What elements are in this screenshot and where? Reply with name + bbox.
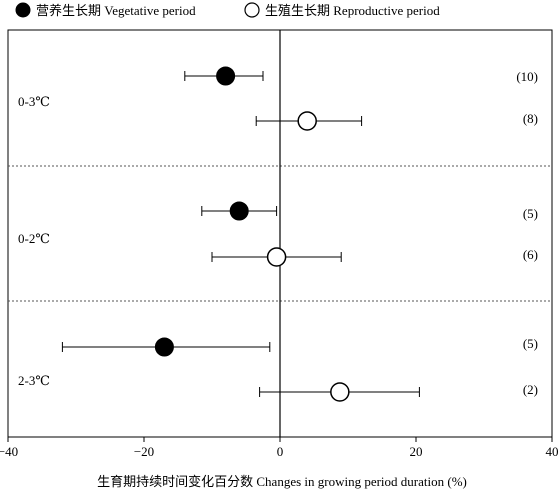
point-vegetative xyxy=(154,337,174,357)
legend-label-vegetative: 营养生长期 Vegetative period xyxy=(36,3,196,18)
data-marks: (10) (8) (5) (6) (5) (2) xyxy=(61,66,538,402)
x-tick-label: 20 xyxy=(410,444,423,459)
legend-marker-vegetative xyxy=(15,2,31,18)
x-tick-label: −40 xyxy=(0,444,18,459)
sample-size-label: (6) xyxy=(523,247,538,262)
sample-size-label: (8) xyxy=(523,111,538,126)
sample-size-label: (5) xyxy=(523,206,538,221)
sample-size-label: (5) xyxy=(523,336,538,351)
x-tick-label: −20 xyxy=(134,444,154,459)
group-label-2-3: 2-3℃ xyxy=(18,373,50,388)
sample-size-label: (10) xyxy=(516,69,538,84)
point-reproductive xyxy=(266,247,287,267)
point-vegetative xyxy=(229,201,249,221)
group-label-0-3: 0-3℃ xyxy=(18,94,50,109)
x-axis: −40 −20 0 20 40 xyxy=(0,437,559,459)
sample-size-label: (2) xyxy=(523,382,538,397)
point-reproductive xyxy=(330,382,350,402)
x-tick-label: 0 xyxy=(277,444,284,459)
point-vegetative xyxy=(216,66,236,86)
point-reproductive xyxy=(297,111,317,131)
x-axis-label: 生育期持续时间变化百分数 Changes in growing period d… xyxy=(97,474,467,489)
group-label-0-2: 0-2℃ xyxy=(18,231,50,246)
legend-marker-reproductive xyxy=(244,2,260,18)
legend-label-reproductive: 生殖生长期 Reproductive period xyxy=(265,3,440,18)
legend: 营养生长期 Vegetative period 生殖生长期 Reproducti… xyxy=(15,2,440,18)
x-tick-label: 40 xyxy=(546,444,559,459)
